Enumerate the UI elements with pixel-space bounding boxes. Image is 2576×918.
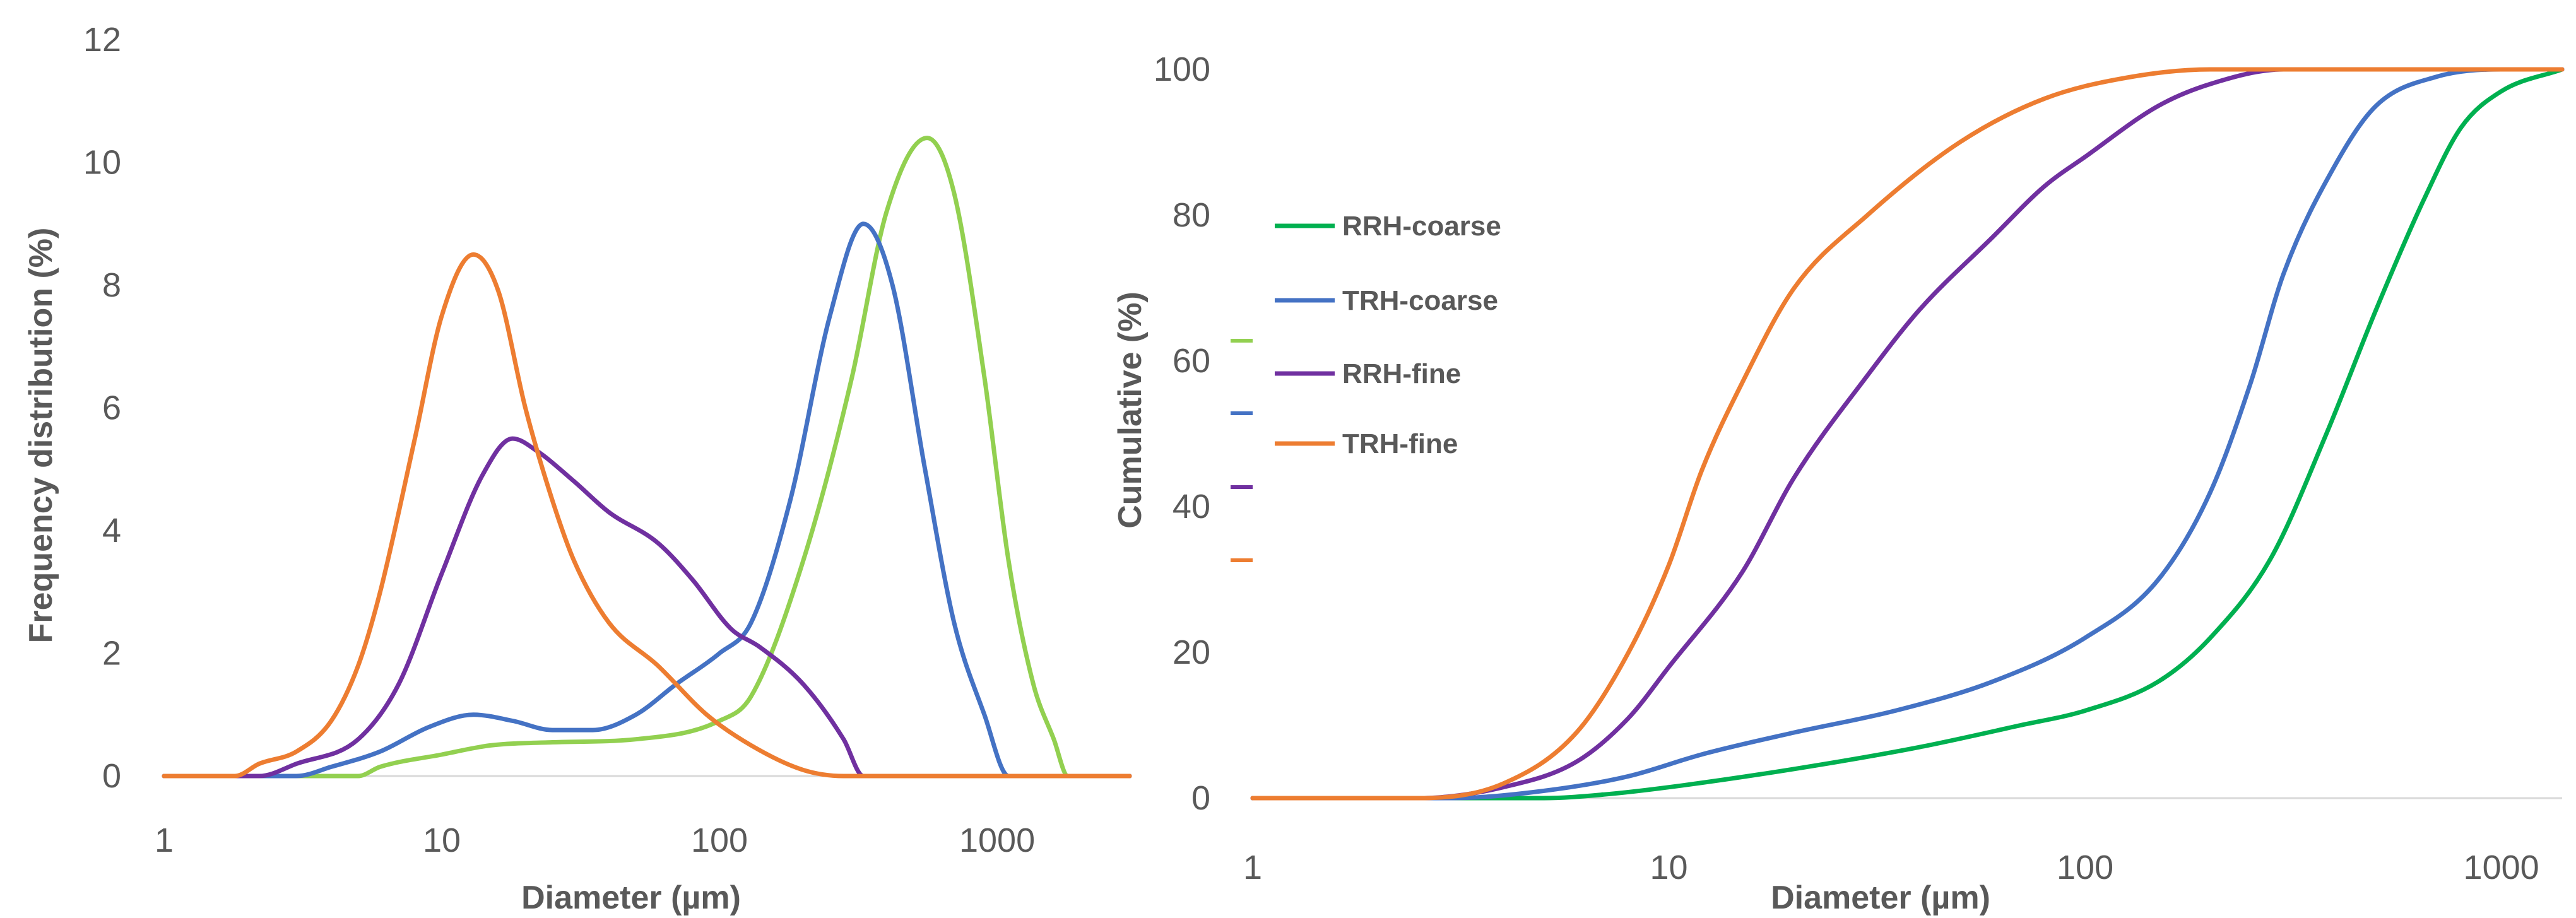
right-x-tick-1000: 1000 <box>2464 849 2539 886</box>
legend-label-rrh-coarse: RRH-coarse <box>1342 211 1501 242</box>
right-x-tick-10: 10 <box>1650 849 1688 886</box>
left-x-tick-1000: 1000 <box>959 821 1035 859</box>
left-x-axis-title: Diameter (µm) <box>521 880 741 916</box>
left-x-tick-1: 1 <box>155 821 174 859</box>
right-x-tick-100: 100 <box>2057 849 2113 886</box>
left-y-tick-4: 4 <box>102 512 121 550</box>
right-series-rrh-coarse <box>1250 67 2565 801</box>
right-series-lines <box>1250 67 2565 801</box>
left-y-tick-8: 8 <box>102 266 121 304</box>
left-y-axis-title: Frequency distribution (%) <box>23 228 59 644</box>
right-x-axis-title: Diameter (µm) <box>1771 880 1990 916</box>
legend-item-rrh-coarse: RRH-coarse <box>1275 211 1501 242</box>
right-series-rrh-fine <box>1250 67 2565 801</box>
legend: RRH-coarse TRH-coarse RRH-fine TRH-fine <box>1275 211 1501 459</box>
left-x-tick-10: 10 <box>423 821 461 859</box>
legend-item-trh-fine: TRH-fine <box>1275 428 1458 459</box>
right-series-trh-coarse <box>1250 67 2565 801</box>
right-y-tick-labels: 0 20 40 60 80 100 <box>1154 50 1210 817</box>
left-series-trh-fine <box>162 252 1132 779</box>
right-x-tick-labels: 1 10 100 1000 <box>1243 849 2539 886</box>
legend-item-rrh-fine: RRH-fine <box>1275 358 1461 389</box>
right-series-trh-fine <box>1250 67 2565 801</box>
left-y-tick-0: 0 <box>102 757 121 795</box>
legend-label-trh-fine: TRH-fine <box>1342 428 1458 459</box>
left-series-rrh-coarse <box>162 136 1132 779</box>
right-y-tick-20: 20 <box>1173 633 1210 671</box>
left-y-tick-2: 2 <box>102 635 121 673</box>
legend-item-trh-coarse: TRH-coarse <box>1275 285 1498 316</box>
right-y-tick-40: 40 <box>1173 488 1210 526</box>
right-y-tick-80: 80 <box>1173 196 1210 234</box>
left-series-trh-coarse <box>162 221 1132 779</box>
left-x-tick-labels: 1 10 100 1000 <box>155 821 1035 859</box>
right-x-tick-1: 1 <box>1243 849 1262 886</box>
right-y-tick-0: 0 <box>1191 779 1210 817</box>
left-y-tick-labels: 0 2 4 6 8 10 12 <box>83 21 121 795</box>
legend-label-trh-coarse: TRH-coarse <box>1342 285 1498 316</box>
left-series-lines <box>162 136 1132 779</box>
cumulative-chart: 0 20 40 60 80 100 1 10 100 1000 Diameter (µm) Cu… <box>1112 50 2565 916</box>
left-series-rrh-fine <box>162 436 1132 779</box>
left-x-tick-100: 100 <box>691 821 748 859</box>
right-y-tick-60: 60 <box>1173 342 1210 380</box>
left-y-tick-10: 10 <box>83 144 121 182</box>
left-y-tick-6: 6 <box>102 389 121 427</box>
frequency-distribution-chart: 0 2 4 6 8 10 12 1 10 100 1000 Diameter (µm) Frequ… <box>23 21 1132 916</box>
right-y-tick-100: 100 <box>1154 50 1210 88</box>
legend-label-rrh-fine: RRH-fine <box>1342 358 1461 389</box>
right-y-axis-title: Cumulative (%) <box>1112 291 1149 529</box>
left-legend-stub-markers <box>1231 339 1253 562</box>
left-y-tick-12: 12 <box>83 21 121 59</box>
